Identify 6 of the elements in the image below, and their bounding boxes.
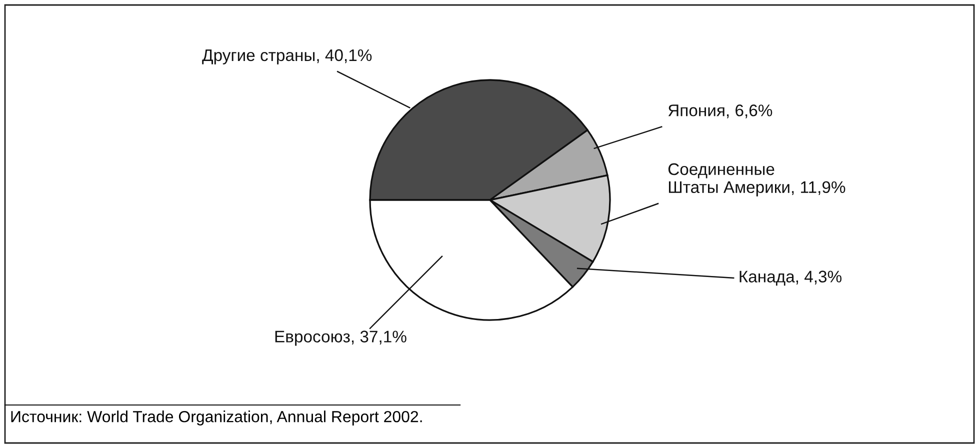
slice-label: Япония, 6,6% xyxy=(668,104,772,118)
slice-label: Соединенные Штаты Америки, 11,9% xyxy=(668,163,846,196)
slice-label: Канада, 4,3% xyxy=(740,270,842,286)
slice-label: Другие страны, 40,1% xyxy=(202,49,372,64)
text: Источник: World Trade Organization, Annual Report 2002. xyxy=(11,410,422,426)
slice-label: Евросоюз, 37,1% xyxy=(275,330,406,346)
